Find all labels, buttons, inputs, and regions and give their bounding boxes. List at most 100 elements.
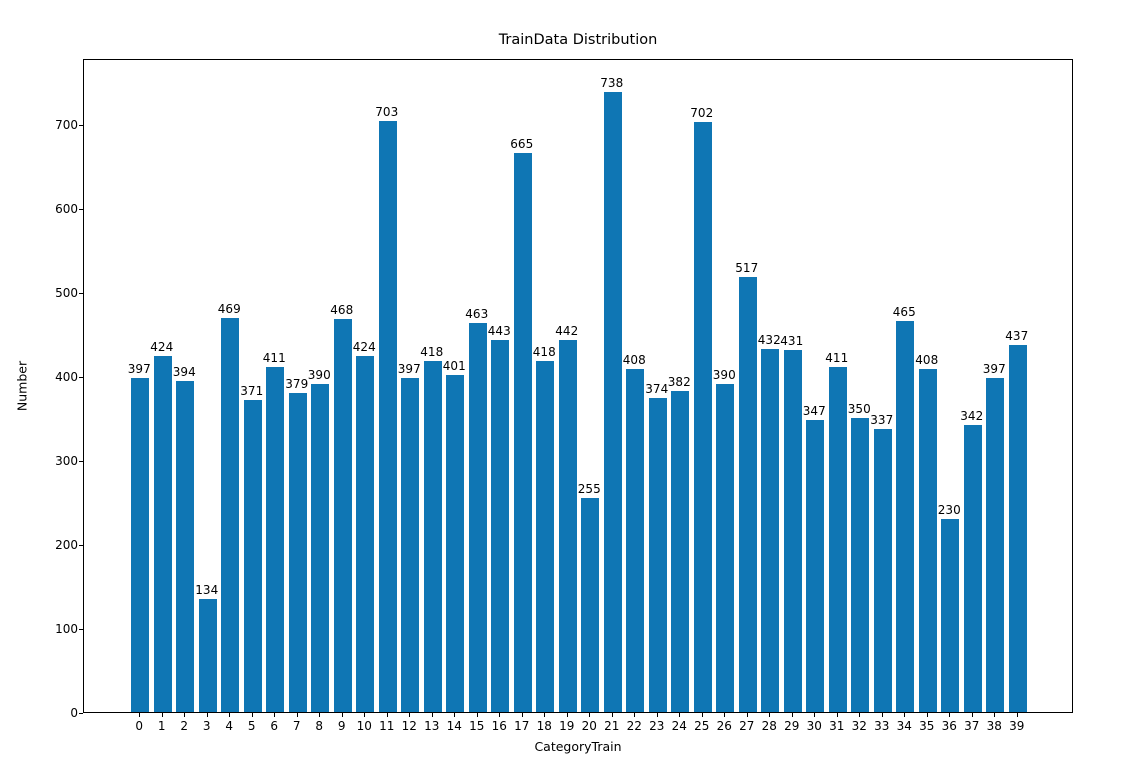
bar-value-label-36: 230	[937, 502, 961, 517]
x-tick-label-0: 0	[135, 719, 144, 733]
bar-value-label-35: 408	[915, 353, 939, 368]
bar-33	[873, 428, 892, 712]
bar-value-label-28: 432	[757, 332, 781, 347]
x-tick-label-31: 31	[829, 719, 845, 733]
bar-2	[176, 380, 195, 712]
x-tick-label-36: 36	[941, 719, 957, 733]
x-tick-mark	[994, 713, 996, 717]
bar-19	[558, 340, 577, 712]
x-tick-mark	[881, 713, 883, 717]
x-tick-mark	[814, 713, 816, 717]
bar-30	[806, 420, 825, 712]
x-tick-label-4: 4	[225, 719, 234, 733]
bar-value-label-22: 408	[622, 353, 646, 368]
x-tick-mark	[701, 713, 703, 717]
x-tick-mark	[1016, 713, 1018, 717]
plot-area	[83, 59, 1073, 713]
x-tick-label-37: 37	[964, 719, 980, 733]
bar-28	[761, 348, 780, 712]
x-tick-label-19: 19	[559, 719, 575, 733]
x-tick-mark	[724, 713, 726, 717]
x-axis-label: CategoryTrain	[534, 739, 622, 754]
x-tick-label-27: 27	[739, 719, 755, 733]
x-tick-label-32: 32	[851, 719, 867, 733]
x-tick-label-17: 17	[514, 719, 530, 733]
x-tick-mark	[521, 713, 523, 717]
bar-value-label-3: 134	[195, 583, 219, 598]
x-tick-label-28: 28	[761, 719, 777, 733]
y-tick-mark	[79, 628, 83, 630]
bar-27	[738, 277, 757, 712]
bar-value-label-38: 397	[982, 362, 1006, 377]
bar-31	[828, 366, 847, 712]
bar-23	[648, 397, 667, 712]
bar-value-label-30: 347	[802, 404, 826, 419]
x-tick-label-1: 1	[157, 719, 166, 733]
bar-value-label-4: 469	[217, 301, 241, 316]
bar-value-label-10: 424	[352, 339, 376, 354]
bar-0	[131, 378, 150, 712]
bar-25	[693, 121, 712, 712]
x-tick-label-33: 33	[874, 719, 890, 733]
bar-value-label-9: 468	[330, 302, 354, 317]
x-tick-mark	[206, 713, 208, 717]
bar-24	[671, 390, 690, 712]
bar-value-label-24: 382	[667, 374, 691, 389]
bar-value-label-1: 424	[150, 339, 174, 354]
x-tick-label-35: 35	[919, 719, 935, 733]
x-tick-label-34: 34	[896, 719, 912, 733]
x-tick-mark	[409, 713, 411, 717]
bar-value-label-21: 738	[600, 75, 624, 90]
x-tick-mark	[589, 713, 591, 717]
x-tick-label-3: 3	[202, 719, 211, 733]
bar-16	[491, 339, 510, 712]
bar-17	[513, 153, 532, 712]
y-tick-mark	[79, 292, 83, 294]
bar-12	[401, 378, 420, 712]
bar-32	[851, 417, 870, 712]
x-tick-label-14: 14	[446, 719, 462, 733]
x-tick-mark	[499, 713, 501, 717]
x-tick-mark	[229, 713, 231, 717]
x-tick-mark	[566, 713, 568, 717]
bar-value-label-13: 418	[420, 344, 444, 359]
y-tick-label-200: 200	[55, 537, 78, 552]
x-tick-mark	[161, 713, 163, 717]
x-tick-mark	[634, 713, 636, 717]
bar-value-label-25: 702	[690, 105, 714, 120]
x-tick-mark	[184, 713, 186, 717]
x-tick-label-8: 8	[315, 719, 324, 733]
x-tick-label-26: 26	[716, 719, 732, 733]
x-tick-mark	[139, 713, 141, 717]
bar-value-label-15: 463	[465, 306, 489, 321]
x-tick-label-11: 11	[379, 719, 395, 733]
y-tick-mark	[79, 208, 83, 210]
x-tick-mark	[791, 713, 793, 717]
x-tick-mark	[656, 713, 658, 717]
bar-21	[603, 91, 622, 712]
bar-10	[356, 355, 375, 712]
bar-38	[986, 378, 1005, 712]
x-tick-label-29: 29	[784, 719, 800, 733]
bar-value-label-19: 442	[555, 324, 579, 339]
x-tick-label-39: 39	[1009, 719, 1025, 733]
bar-36	[941, 518, 960, 712]
bar-value-label-17: 665	[510, 136, 534, 151]
bar-value-label-2: 394	[172, 364, 196, 379]
x-tick-mark	[364, 713, 366, 717]
x-tick-mark	[251, 713, 253, 717]
bar-value-label-5: 371	[240, 384, 264, 399]
bar-6	[266, 366, 285, 712]
x-tick-mark	[454, 713, 456, 717]
bar-value-label-33: 337	[870, 412, 894, 427]
x-tick-label-7: 7	[292, 719, 301, 733]
bar-value-label-16: 443	[487, 323, 511, 338]
bar-value-label-7: 379	[285, 377, 309, 392]
x-tick-mark	[769, 713, 771, 717]
bar-14	[446, 374, 465, 712]
x-tick-label-22: 22	[626, 719, 642, 733]
bar-value-label-8: 390	[307, 368, 331, 383]
bar-value-label-23: 374	[645, 381, 669, 396]
y-tick-label-600: 600	[55, 201, 78, 216]
x-tick-mark	[971, 713, 973, 717]
